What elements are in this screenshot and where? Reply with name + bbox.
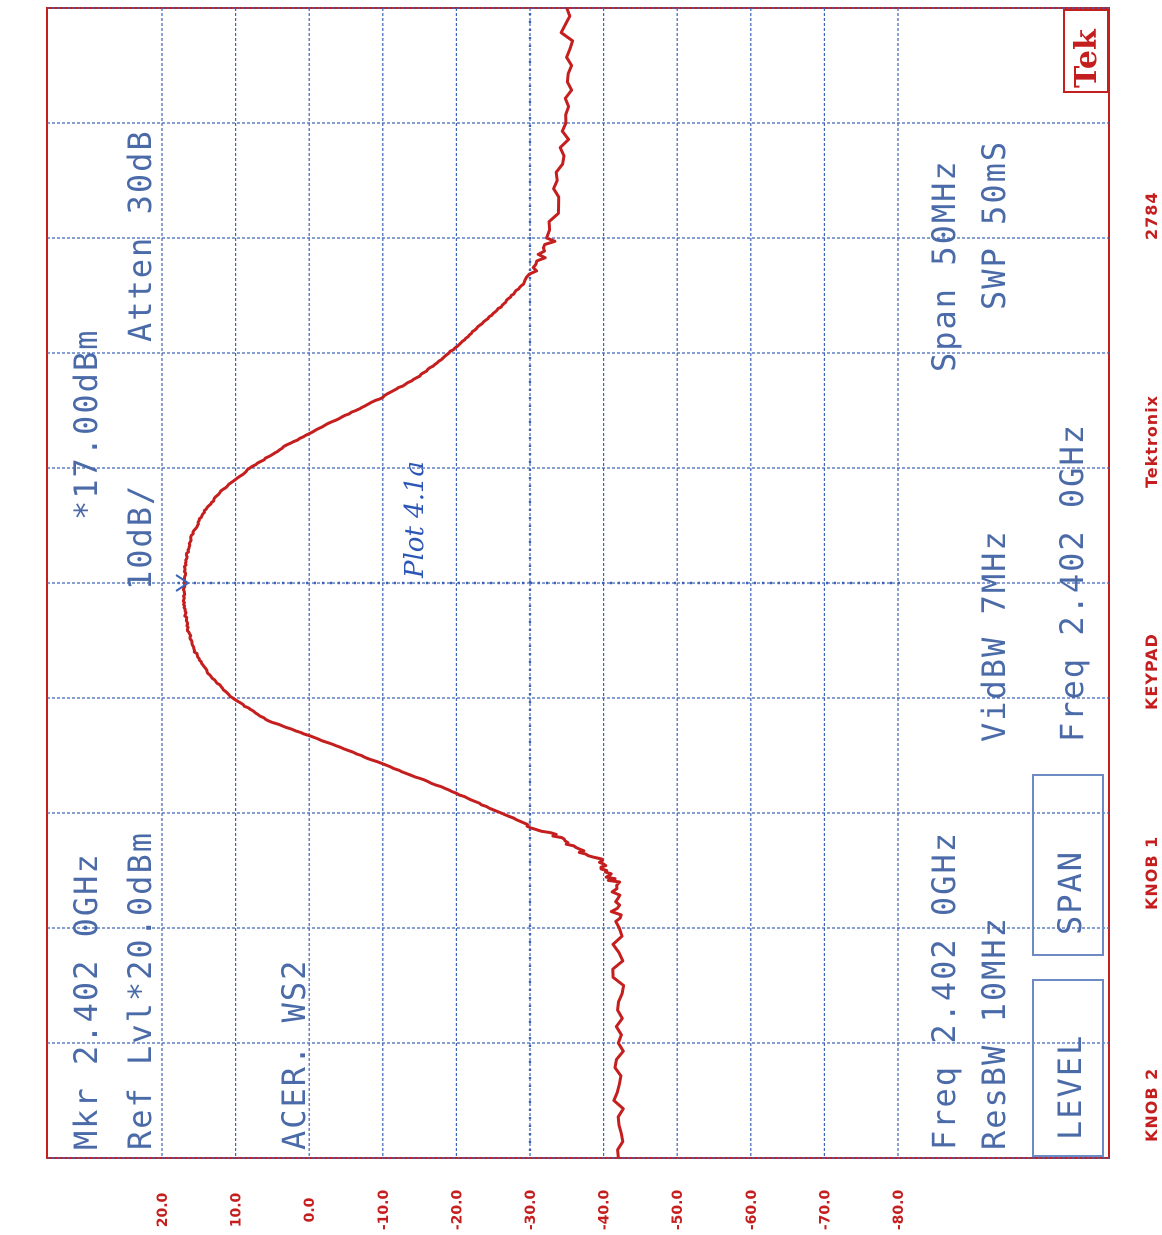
knob2-label: KNOB 2 bbox=[1142, 1068, 1161, 1142]
marker-level-readout: *17.00dBm bbox=[67, 329, 105, 520]
serial-label: 2784 bbox=[1142, 191, 1161, 240]
y-tick-label: -50.0 bbox=[670, 1190, 686, 1231]
y-tick-label: 20.0 bbox=[155, 1192, 171, 1227]
y-tick-label: -20.0 bbox=[449, 1190, 465, 1231]
keypad-label: KEYPAD bbox=[1142, 633, 1161, 710]
level-button[interactable]: LEVEL bbox=[1032, 979, 1104, 1157]
scale-readout: 10dB/ bbox=[121, 484, 159, 590]
handwritten-note: Plot 4.1a bbox=[400, 461, 430, 579]
tek-logo: Tek bbox=[1063, 9, 1109, 93]
center-freq-readout: Freq 2.402 0GHz bbox=[925, 831, 963, 1150]
freq-entry-readout: Freq 2.402 0GHz bbox=[1053, 423, 1091, 742]
y-tick-label: -60.0 bbox=[744, 1190, 760, 1231]
y-tick-labels: 20.0 10.0 0.0 -10.0 -20.0 -30.0 -40.0 -50.0 -60.… bbox=[155, 1190, 907, 1231]
resbw-readout: ResBW 10MHz bbox=[975, 916, 1013, 1150]
y-tick-label: -40.0 bbox=[597, 1190, 613, 1231]
knob1-label: KNOB 1 bbox=[1142, 836, 1161, 910]
y-tick-label: -10.0 bbox=[376, 1190, 392, 1231]
span-button[interactable]: SPAN bbox=[1032, 774, 1104, 956]
swp-readout: SWP 50mS bbox=[975, 140, 1013, 310]
ref-level-readout: Ref Lvl*20.0dBm bbox=[121, 831, 159, 1150]
y-tick-label: -30.0 bbox=[523, 1190, 539, 1231]
trace-label: ACER. WS2 bbox=[275, 959, 313, 1150]
y-tick-label: 10.0 bbox=[229, 1192, 245, 1227]
span-readout: Span 50MHz bbox=[925, 159, 963, 372]
y-tick-label: -80.0 bbox=[891, 1190, 907, 1231]
y-tick-label: 0.0 bbox=[302, 1197, 318, 1222]
level-button-label: LEVEL bbox=[1051, 1034, 1089, 1140]
span-button-label: SPAN bbox=[1051, 850, 1089, 935]
marker-point bbox=[175, 574, 190, 592]
spectrum-trace bbox=[181, 7, 626, 1159]
maker-label: Tektronix bbox=[1142, 395, 1161, 488]
tek-logo-text: Tek bbox=[1069, 28, 1104, 88]
y-tick-label: -70.0 bbox=[817, 1190, 833, 1231]
marker-symbol bbox=[175, 574, 190, 592]
atten-readout: Atten 30dB bbox=[121, 129, 159, 342]
vidbw-readout: VidBW 7MHz bbox=[975, 529, 1013, 742]
marker-readout: Mkr 2.402 0GHz bbox=[67, 852, 105, 1150]
